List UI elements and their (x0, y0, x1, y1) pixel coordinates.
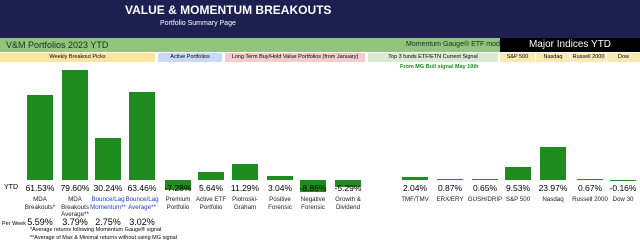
category-label: ERX/ERY (436, 196, 464, 203)
section-band: Momentum Gauge® ETF model (400, 38, 505, 52)
value-label: 5.64% (198, 183, 224, 193)
category-label: Russell 2000 (572, 196, 608, 203)
header-bar (0, 0, 640, 38)
bar (540, 146, 566, 180)
section-header: Active Portfolios (158, 53, 222, 62)
bar (129, 92, 155, 180)
value-label: -0.16% (609, 183, 637, 193)
value-label: 0.65% (472, 183, 498, 193)
bar (300, 180, 326, 193)
category-label: MDA Breakouts* (24, 196, 56, 211)
category-label: S&P 500 (505, 196, 531, 203)
section-header: Weekly Breakout Picks (0, 53, 155, 62)
row-label: YTD (4, 184, 18, 191)
footnote: *Average returns following Momentum Gaug… (30, 227, 162, 233)
category-label: Dow 30 (612, 196, 634, 203)
value-label: 63.46% (127, 183, 157, 193)
category-label: Piotroski-Graham (232, 196, 258, 211)
value-label: -7.28% (164, 183, 192, 193)
category-label: Bounce/Lag Average** (125, 196, 159, 211)
section-header: Long Term Buy/Hold Value Portfolios (fro… (225, 53, 365, 62)
section-band: V&M Portfolios 2023 YTD (0, 38, 400, 52)
bar (232, 164, 258, 180)
value-label: 23.97% (538, 183, 568, 193)
annotation: From MG Bull signal May 10th (400, 64, 479, 70)
category-label: Growth & Dividend (335, 196, 361, 211)
value-label: 0.67% (577, 183, 603, 193)
row-label: Per Week (2, 221, 27, 227)
category-label: Negative Forensic (300, 196, 326, 211)
bar (472, 179, 498, 180)
category-label: MDA Breakouts Average** (61, 196, 89, 218)
section-header: Dow (607, 53, 640, 62)
category-label: Bounce/Lag Momentum** (90, 196, 126, 211)
category-label: Nasdaq (542, 196, 564, 203)
page-subtitle: Portfolio Summary Page (160, 20, 236, 27)
bar (198, 172, 224, 180)
value-label: 0.87% (437, 183, 463, 193)
bar (437, 178, 463, 180)
bar (267, 175, 293, 180)
bar (402, 177, 428, 180)
category-label: TMF/TMV (401, 196, 429, 203)
value-label: 9.53% (505, 183, 531, 193)
section-band: Major Indices YTD (500, 38, 640, 52)
value-label: 2.04% (402, 183, 428, 193)
category-label: Positive Forensic (268, 196, 292, 211)
bar (165, 180, 191, 191)
bar (505, 166, 531, 180)
per-week-value: 5.59% (27, 217, 53, 227)
value-label: 61.53% (25, 183, 55, 193)
bar (335, 180, 361, 188)
category-label: Premium Portfolio (165, 196, 191, 211)
page-title: VALUE & MOMENTUM BREAKOUTS (125, 3, 332, 17)
bar (577, 179, 603, 180)
category-label: Active ETF Portfolio (195, 196, 227, 211)
value-label: 3.04% (267, 183, 293, 193)
category-label: GUSH/DRIP (467, 196, 503, 203)
per-week-value: 3.79% (62, 217, 88, 227)
value-label: 79.60% (60, 183, 90, 193)
bar (62, 70, 88, 180)
per-week-value: 2.75% (95, 217, 121, 227)
value-label: -8.86% (299, 183, 327, 193)
section-header: Russell 2000 (571, 53, 606, 62)
bar (27, 95, 53, 180)
section-header: Nasdaq (536, 53, 570, 62)
section-header: S&P 500 (500, 53, 535, 62)
per-week-value: 3.02% (129, 217, 155, 227)
section-header: Top 3 funds ETF/ETN Current Signal (368, 53, 498, 62)
footnote: **Average of Max & Minimal returns witho… (30, 235, 177, 241)
value-label: 11.29% (230, 183, 260, 193)
value-label: -5.29% (334, 183, 362, 193)
value-label: 30.24% (93, 183, 123, 193)
bar (95, 138, 121, 180)
